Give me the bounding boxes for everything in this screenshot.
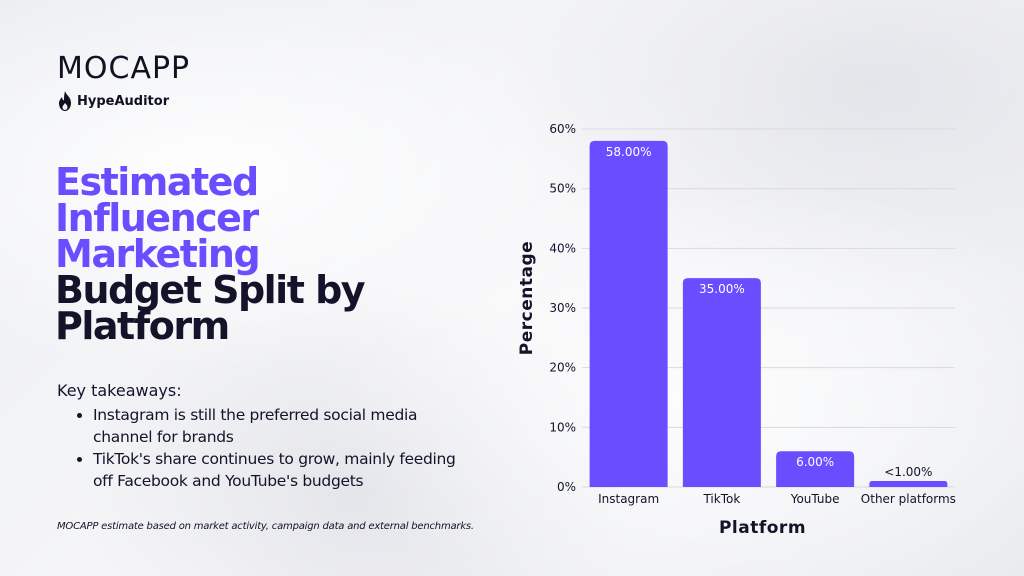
x-tick-label: YouTube [790,492,840,506]
title-line: Platform [55,304,230,348]
bar [776,451,855,487]
y-tick-label: 10% [549,420,576,434]
title-line: Marketing [55,232,261,276]
footnote: MOCAPP estimate based on market activity… [57,521,474,532]
flame-icon [59,91,71,111]
logo-area: MOCAPP HypeAuditor [57,54,190,111]
y-tick-label: 40% [549,241,576,255]
x-tick-label: Instagram [598,492,659,506]
title-line: Influencer [55,196,259,240]
title-line: Estimated [55,160,259,204]
hypeauditor-wordmark: HypeAuditor [77,93,170,109]
x-tick-label: TikTok [702,492,740,506]
y-tick-label: 30% [549,301,576,315]
y-tick-label: 60% [549,122,576,136]
data-label: 6.00% [796,455,834,469]
y-tick-label: 50% [549,182,576,196]
key-takeaways: Key takeaways: Instagram is still the pr… [57,380,477,492]
y-tick-label: 0% [557,480,576,494]
takeaway-item: Instagram is still the preferred social … [93,404,477,448]
y-axis-title: Percentage [517,241,537,355]
data-label: <1.00% [884,465,932,479]
data-label: 58.00% [606,145,652,159]
x-tick-label: Other platforms [861,492,956,506]
page-title: Estimated Influencer Marketing Budget Sp… [55,160,475,348]
bar [869,481,948,487]
data-label: 35.00% [699,282,745,296]
hypeauditor-logo: HypeAuditor [57,91,190,111]
bar-chart: 0% 10% 20% 30% 40% 50% 60% 58.00% Instagram 35.00… [517,122,956,538]
takeaways-heading: Key takeaways: [57,381,182,400]
x-axis-title: Platform [719,518,806,538]
takeaway-item: TikTok's share continues to grow, mainly… [93,448,477,492]
mocapp-logo: MOCAPP [57,51,191,86]
bar [682,278,761,487]
takeaways-list: Instagram is still the preferred social … [57,404,477,492]
y-tick-label: 20% [549,361,576,375]
bar [589,140,668,487]
title-line: Budget Split by [55,268,366,312]
